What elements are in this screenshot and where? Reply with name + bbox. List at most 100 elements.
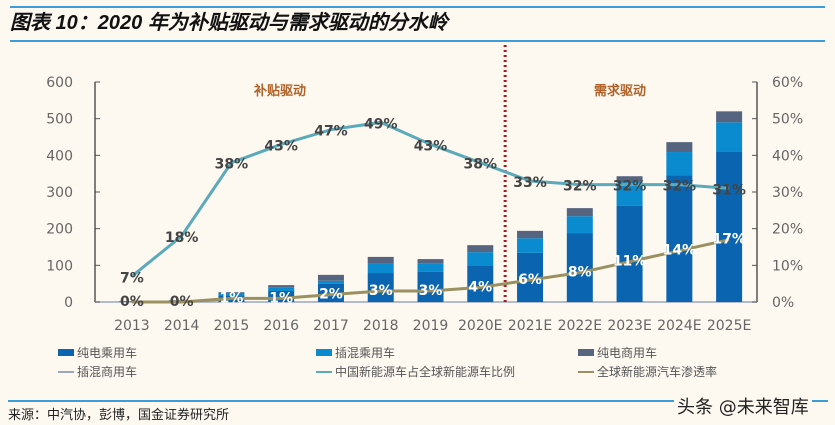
data-label-1: 3%	[369, 283, 393, 299]
data-label-0: 32%	[563, 179, 597, 195]
bar-0	[716, 151, 743, 302]
data-label-0: 7%	[120, 270, 144, 286]
line-0	[130, 120, 730, 278]
x-tick-label: 2018	[363, 318, 399, 334]
bar-0	[268, 291, 295, 302]
x-tick-label: 2025E	[707, 318, 751, 334]
data-label-1: 4%	[468, 279, 492, 295]
legend-item-bev-commercial: 纯电商用车	[578, 344, 657, 361]
x-tick-label: 2021E	[508, 318, 552, 334]
bar-2	[218, 292, 245, 293]
data-label-1: 11%	[613, 254, 647, 270]
left-tick-label: 100	[46, 258, 73, 274]
bar-2	[616, 176, 643, 183]
x-tick-label: 2020E	[458, 318, 502, 334]
bar-2	[566, 208, 593, 217]
bar-2	[467, 245, 494, 253]
right-tick-label: 20%	[772, 222, 803, 238]
bar-0	[666, 175, 693, 302]
data-label-0: 38%	[464, 157, 498, 173]
right-tick-label: 50%	[772, 112, 803, 128]
data-label-0: 32%	[613, 179, 647, 195]
legend-item-phev-passenger: 插混乘用车	[316, 344, 395, 361]
line-1	[131, 238, 730, 304]
bar-1	[616, 182, 643, 206]
data-label-0: 18%	[165, 230, 199, 246]
data-label-0: 49%	[364, 116, 398, 132]
data-label-1: 1%	[269, 290, 293, 306]
x-tick-label: 2023E	[607, 318, 651, 334]
region-label-demand: 需求驱动	[594, 83, 646, 99]
right-tick-label: 60%	[772, 75, 803, 91]
bar-1	[517, 238, 544, 253]
right-tick-label: 40%	[772, 148, 803, 164]
right-tick-label: 30%	[772, 185, 803, 201]
bar-1	[317, 280, 344, 284]
data-label-0: 38%	[215, 157, 249, 173]
data-label-0: 33%	[513, 175, 547, 191]
bar-2	[716, 111, 743, 123]
x-tick-label: 2024E	[657, 318, 701, 334]
x-tick-label: 2022E	[558, 318, 602, 334]
data-label-0: 43%	[414, 138, 448, 154]
top-rule	[10, 6, 825, 8]
x-tick-label: 2017	[313, 318, 349, 334]
data-label-1: 0%	[170, 294, 194, 310]
right-tick-label: 10%	[772, 258, 803, 274]
x-tick-label: 2013	[114, 318, 150, 334]
left-tick-label: 300	[46, 185, 73, 201]
bar-1	[417, 263, 444, 272]
left-tick-label: 500	[46, 112, 73, 128]
data-label-1: 8%	[568, 265, 592, 281]
chart-title: 图表 10：2020 年为补贴驱动与需求驱动的分水岭	[10, 12, 448, 34]
bar-2	[317, 274, 344, 281]
footer-rule	[8, 400, 828, 402]
bar-0	[467, 265, 494, 302]
left-tick-label: 400	[46, 148, 73, 164]
left-tick-label: 600	[46, 75, 73, 91]
x-tick-label: 2014	[164, 318, 200, 334]
watermark: 头条 @未来智库	[674, 393, 812, 419]
chart: 0 100 200 300 400 500 600 0% 10% 20% 30% 40% 50% 60% 2…	[46, 45, 803, 334]
source-note: 来源：中汽协，彭博，国金证券研究所	[8, 408, 230, 423]
x-tick-label: 2015	[214, 318, 250, 334]
legend-item-phev-commercial: 插混商用车	[58, 363, 137, 380]
bar-2	[417, 259, 444, 264]
bar-1	[716, 122, 743, 152]
data-label-0: 31%	[712, 182, 746, 198]
bar-2	[666, 142, 693, 153]
bar-1	[467, 252, 494, 266]
data-label-0: 43%	[264, 138, 298, 154]
right-tick-label: 0%	[772, 295, 794, 311]
x-tick-label: 2019	[413, 318, 449, 334]
data-label-0: 47%	[314, 124, 348, 140]
legend-item-bev-passenger: 纯电乘用车	[58, 344, 137, 361]
data-label-1: 17%	[712, 232, 746, 248]
bar-1	[218, 292, 245, 296]
bar-2	[268, 285, 295, 288]
data-label-1: 0%	[120, 294, 144, 310]
x-tick-label: 2016	[263, 318, 299, 334]
left-tick-label: 200	[46, 222, 73, 238]
bar-1	[367, 263, 394, 274]
bar-2	[517, 230, 544, 239]
legend-item-china-share: 中国新能源车占全球新能源车比例	[316, 363, 515, 380]
data-label-0: 32%	[663, 179, 697, 195]
region-label-subsidy: 补贴驱动	[253, 83, 306, 99]
bar-1	[268, 287, 295, 291]
data-label-1: 3%	[419, 283, 443, 299]
legend-item-global-penetration: 全球新能源汽车渗透率	[578, 363, 717, 380]
left-tick-label: 0	[64, 295, 73, 311]
bar-1	[666, 152, 693, 176]
data-label-1: 1%	[220, 290, 244, 306]
data-label-1: 14%	[663, 243, 697, 259]
bar-1	[566, 216, 593, 234]
data-label-1: 6%	[518, 272, 542, 288]
data-label-1: 2%	[319, 287, 343, 303]
title-rule	[10, 40, 825, 42]
bar-2	[367, 256, 394, 264]
bar-0	[616, 205, 643, 302]
bar-0	[417, 271, 444, 302]
bar-0	[566, 233, 593, 302]
bar-0	[317, 283, 344, 302]
